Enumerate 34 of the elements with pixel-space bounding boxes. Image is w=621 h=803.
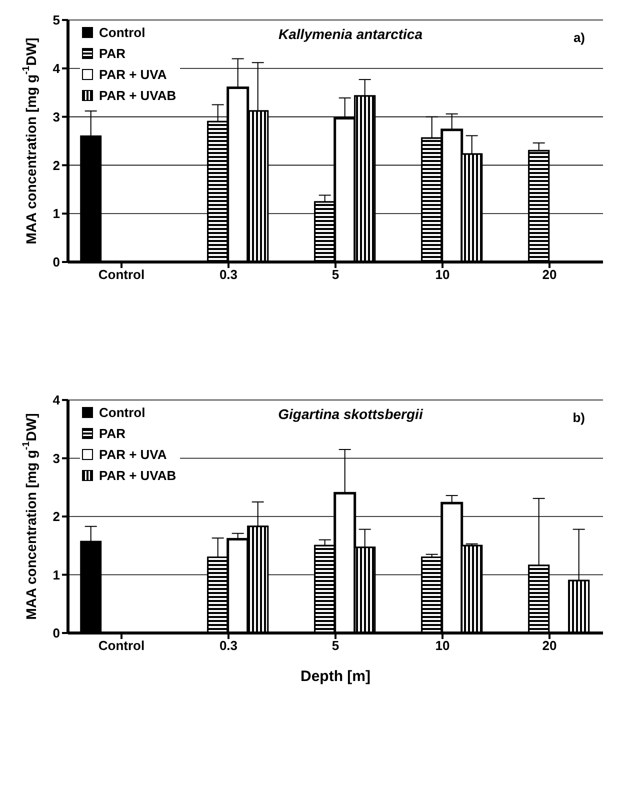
x-tick-label: Control [98, 267, 145, 282]
annotation: b) [572, 410, 585, 425]
y-tick-label: 3 [52, 109, 60, 124]
y-tick-label: 4 [52, 61, 61, 76]
y-tick-label: 2 [52, 509, 60, 524]
x-tick-label: 0.3 [219, 638, 238, 654]
legend-label: PAR [99, 46, 126, 61]
x-tick-label: 5 [332, 638, 340, 654]
y-tick-label: 3 [52, 450, 60, 466]
legend-label: PAR + UVAB [99, 468, 176, 483]
x-tick-label: 10 [435, 638, 450, 654]
x-tick-label: Control [98, 638, 145, 654]
legend-label: PAR + UVA [99, 447, 167, 462]
x-tick-label: 20 [542, 638, 557, 654]
y-tick-label: 5 [52, 12, 60, 28]
legend-label: PAR + UVA [99, 67, 167, 82]
x-axis-title: Depth [m] [300, 668, 370, 685]
y-tick-label: 0 [52, 254, 60, 270]
annotation: a) [573, 30, 585, 45]
y-tick-label: 2 [52, 158, 60, 173]
y-tick-label: 4 [52, 392, 61, 408]
x-tick-label: 20 [542, 267, 557, 282]
x-tick-label: 5 [332, 267, 340, 282]
legend-label: Control [99, 25, 146, 40]
y-tick-label: 1 [52, 206, 60, 222]
legend-label: Control [99, 405, 146, 420]
legend-label: PAR [99, 426, 126, 441]
x-tick-label: 10 [435, 267, 450, 282]
x-tick-label: 0.3 [219, 267, 238, 282]
y-tick-label: 1 [52, 567, 60, 582]
chart-title: Kallymenia antarctica [278, 26, 422, 42]
legend-label: PAR + UVAB [99, 88, 176, 103]
y-tick-label: 0 [52, 626, 60, 641]
chart-title: Gigartina skottsbergii [278, 406, 423, 422]
